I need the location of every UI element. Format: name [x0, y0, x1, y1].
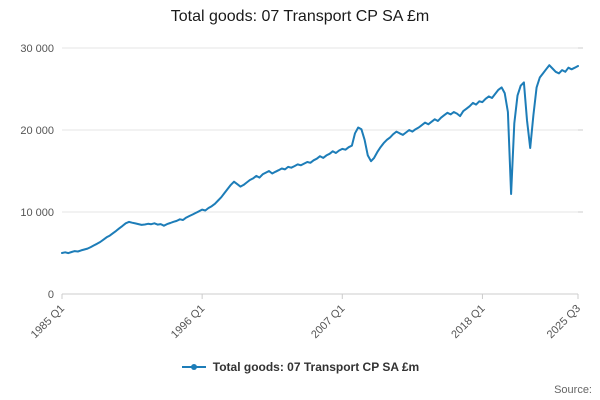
- y-tick-label: 30 000: [20, 43, 54, 55]
- legend-marker-icon: [181, 364, 206, 370]
- x-tick-label: 2025 Q3: [545, 303, 583, 341]
- line-chart: 0 10 000 20 000 30 000 1985 Q1 1996 Q1 2007 Q1…: [20, 43, 583, 341]
- x-tick-label: 1996 Q1: [169, 303, 207, 341]
- source-label: Source:: [554, 384, 592, 396]
- y-tick-label: 20 000: [20, 125, 54, 137]
- x-tick-label: 1985 Q1: [29, 303, 67, 341]
- y-tick-label: 0: [48, 289, 54, 301]
- series-line: [61, 64, 579, 255]
- legend-label: Total goods: 07 Transport CP SA £m: [212, 360, 420, 374]
- legend[interactable]: Total goods: 07 Transport CP SA £m: [0, 360, 600, 374]
- y-tick-label: 10 000: [20, 207, 54, 219]
- x-tick-label: 2018 Q1: [449, 303, 487, 341]
- chart-title: Total goods: 07 Transport CP SA £m: [170, 8, 430, 25]
- x-tick-label: 2007 Q1: [309, 303, 347, 341]
